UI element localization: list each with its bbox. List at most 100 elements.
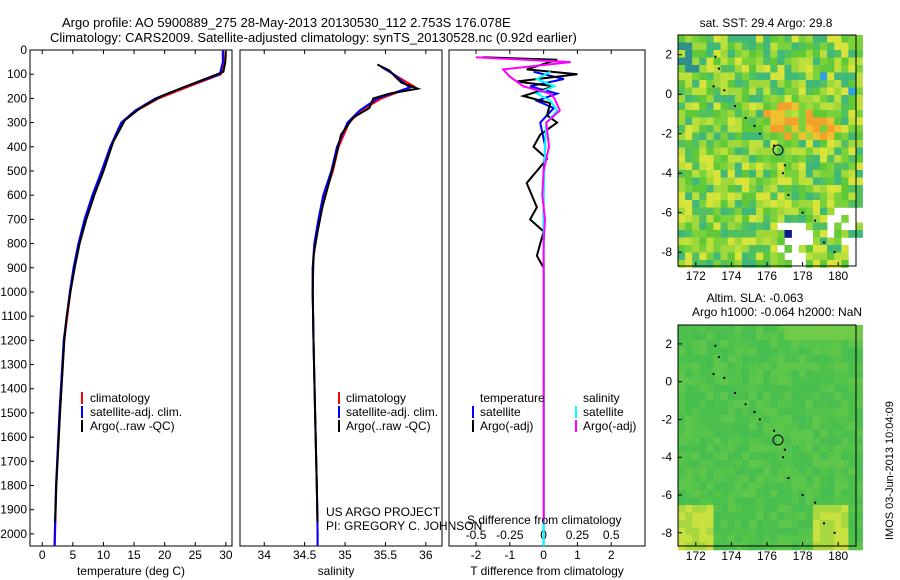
map-cell	[692, 347, 700, 356]
map-cell	[777, 147, 785, 156]
map-cell	[741, 140, 750, 148]
map-cell	[791, 445, 799, 453]
map-cell	[805, 445, 814, 453]
map-cell	[749, 42, 757, 51]
map-cell	[713, 467, 721, 476]
map-cell	[685, 535, 693, 543]
map-cell	[777, 65, 785, 73]
map-cell	[692, 445, 700, 453]
island-marker	[744, 403, 747, 406]
sla-heatmap	[678, 325, 863, 551]
map-cell	[692, 177, 700, 186]
map-cell	[699, 50, 707, 58]
map-cell	[756, 207, 764, 216]
map-cell	[706, 407, 714, 416]
map-cell	[841, 140, 849, 148]
map-cell	[798, 155, 807, 163]
map-cell	[855, 407, 863, 416]
map-cell	[784, 207, 792, 216]
map-cell	[685, 362, 693, 371]
difference-panel: -2 -1 0 1 2 -0.5 -0.25 0 0.25 0.5 T difference f…	[448, 49, 646, 578]
map-cell	[784, 422, 792, 431]
island-marker	[782, 172, 784, 175]
map-cell	[713, 527, 721, 536]
map-cell	[784, 140, 792, 148]
map-cell	[749, 185, 757, 193]
map-cell	[756, 140, 764, 148]
map-cell	[756, 362, 764, 371]
map-cell	[692, 430, 700, 438]
map-cell	[812, 400, 821, 408]
map-cell	[720, 117, 728, 126]
map-cell	[777, 377, 785, 386]
map-cell	[706, 65, 714, 73]
map-cell	[749, 377, 757, 386]
map-cell	[678, 400, 686, 408]
island-marker	[717, 356, 720, 359]
y-tick-label: 200	[7, 91, 27, 105]
map-cell	[727, 87, 736, 96]
salinity-xlabel: salinity	[318, 564, 355, 578]
map-cell	[734, 80, 743, 88]
map-cell	[699, 57, 707, 66]
map-cell	[727, 200, 736, 208]
map-cell	[770, 80, 778, 88]
map-cell	[749, 147, 757, 156]
map-cell	[734, 437, 743, 446]
map-cell	[727, 72, 736, 81]
map-cell	[791, 437, 799, 446]
map-cell	[798, 512, 807, 521]
map-cell	[741, 467, 750, 476]
map-cell	[727, 185, 736, 193]
map-cell	[763, 445, 771, 453]
map-cell	[763, 125, 771, 133]
map-cell	[699, 42, 707, 51]
map-cell	[741, 155, 750, 163]
map-cell	[706, 237, 714, 246]
map-cell	[791, 340, 799, 348]
map-cell	[855, 460, 863, 468]
map-cell	[777, 57, 785, 66]
island-marker	[787, 477, 790, 479]
map-cell	[784, 80, 792, 88]
map-cell	[770, 125, 778, 133]
map-cell	[692, 407, 700, 416]
map-cell	[692, 170, 700, 178]
map-cell	[841, 430, 849, 438]
map-cell	[770, 437, 778, 446]
map-cell	[848, 520, 856, 528]
map-cell	[812, 65, 821, 73]
map-cell	[820, 437, 828, 446]
map-cell	[685, 252, 693, 261]
map-cell	[777, 42, 785, 51]
map-cell	[784, 95, 792, 103]
map-cell	[699, 147, 707, 156]
sla-island-markers	[712, 344, 836, 534]
s-diff-tick-label: -0.25	[496, 528, 524, 542]
map-cell	[855, 147, 863, 156]
map-cell	[713, 437, 721, 446]
map-cell	[692, 147, 700, 156]
map-cell	[692, 72, 700, 81]
map-cell	[812, 102, 821, 111]
map-cell	[827, 260, 835, 268]
map-cell	[848, 57, 856, 66]
map-cell	[791, 110, 799, 118]
map-cell	[678, 192, 686, 201]
map-cell	[820, 505, 828, 513]
s-diff-tick-label: 0.25	[566, 528, 590, 542]
map-cell	[678, 392, 686, 401]
map-cell	[763, 535, 771, 543]
map-cell	[805, 377, 814, 386]
map-cell	[720, 230, 728, 238]
map-cell	[763, 460, 771, 468]
legend-label-argo: Argo(..raw -QC)	[90, 419, 175, 433]
map-cell	[848, 467, 856, 476]
map-cell	[734, 57, 743, 66]
map-cell	[834, 65, 842, 73]
map-cell	[727, 110, 736, 118]
map-cell	[713, 177, 721, 186]
temperature-legend: climatology satellite-adj. clim. Argo(..…	[81, 391, 182, 433]
map-cell	[770, 177, 778, 186]
map-cell	[734, 467, 743, 476]
